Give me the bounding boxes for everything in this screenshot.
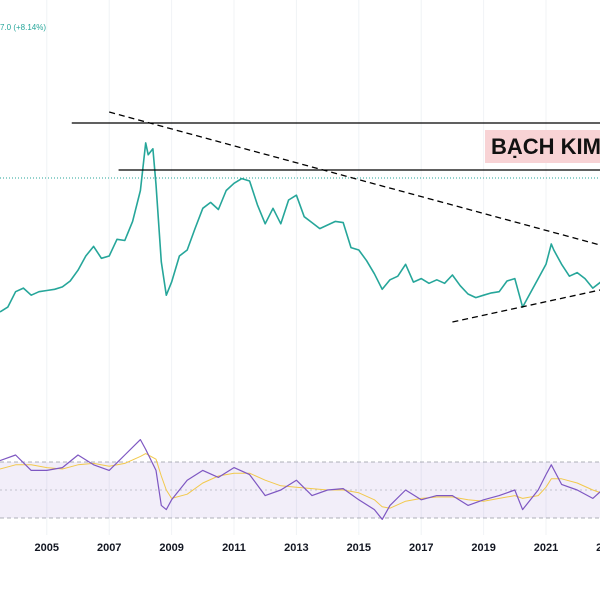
x-tick-label: 2013 [284, 542, 308, 554]
x-tick-label: 2007 [97, 542, 121, 554]
x-tick-label: 2019 [471, 542, 495, 554]
x-tick-label: 2011 [222, 542, 246, 554]
trend-line [109, 111, 600, 246]
annotation: BẠCH KIM [491, 134, 600, 159]
price-header: 7.0 (+8.14%) [0, 23, 46, 32]
trend-line [452, 289, 600, 323]
annotation-box [485, 130, 600, 163]
rsi-line [0, 439, 600, 520]
x-tick-label: 2021 [534, 542, 558, 554]
x-tick-label: 2017 [409, 542, 433, 554]
x-tick-label: 2015 [347, 542, 371, 554]
x-tick-label: 2005 [35, 542, 59, 554]
price-line [0, 142, 600, 313]
x-tick-label: 2023 [596, 542, 600, 554]
x-tick-label: 2009 [159, 542, 183, 554]
